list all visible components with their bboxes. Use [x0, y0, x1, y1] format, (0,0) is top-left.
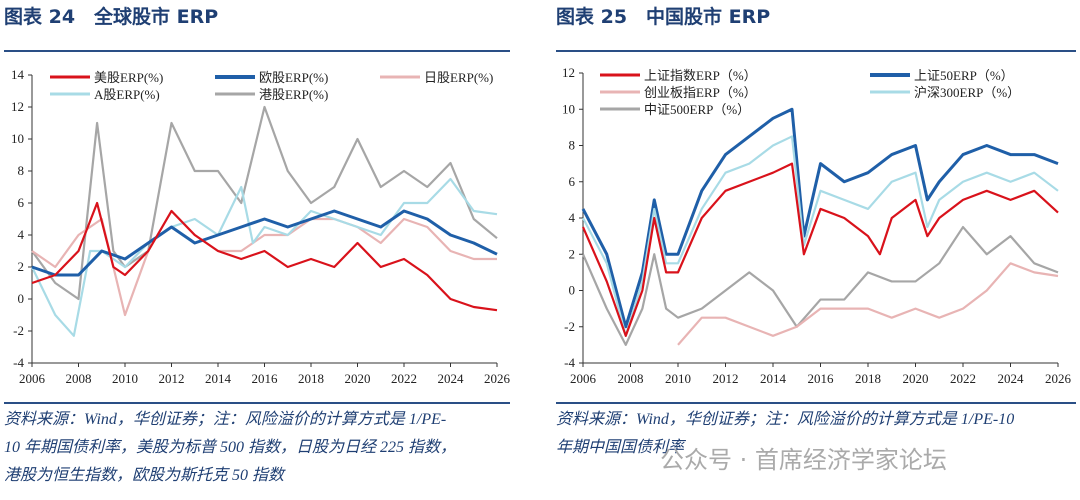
legend-label: 港股ERP(%) — [259, 87, 328, 102]
watermark: 公众号 · 首席经济学家论坛 — [660, 446, 947, 474]
right-chart-title: 图表 25 中国股市 ERP — [556, 6, 771, 28]
y-tick-label: 2 — [569, 246, 576, 261]
left-chart-title: 图表 24 全球股市 ERP — [4, 6, 219, 28]
y-tick-label: 4 — [569, 210, 576, 225]
x-tick-label: 2014 — [760, 371, 787, 386]
y-tick-label: -4 — [564, 355, 575, 370]
y-tick-label: 12 — [11, 99, 24, 114]
y-tick-label: 6 — [569, 174, 576, 189]
x-tick-label: 2026 — [1045, 371, 1072, 386]
series-line — [581, 162, 1059, 337]
legend-label: 沪深300ERP（%） — [914, 85, 1020, 100]
x-tick-label: 2006 — [19, 371, 46, 386]
legend-label: 美股ERP(%) — [94, 70, 163, 85]
right-top-rule — [556, 50, 1076, 52]
y-tick-label: 10 — [562, 101, 575, 116]
x-tick-label: 2008 — [618, 371, 644, 386]
y-tick-label: 2 — [18, 259, 25, 274]
y-tick-label: 6 — [18, 195, 25, 210]
series-line — [581, 225, 1059, 346]
note-line: 10 年期国债利率，美股为标普 500 指数，日股为日经 225 指数， — [4, 439, 457, 456]
x-tick-label: 2020 — [345, 371, 371, 386]
legend-label: 日股ERP(%) — [424, 70, 493, 85]
china-erp-chart: -4 -2 0 2 4 6 8 10 12 2006 2008 2010 2012 2014 2016 201… — [562, 65, 1072, 386]
series-line — [31, 105, 498, 301]
y-tick-label: -2 — [13, 323, 24, 338]
legend-label: 欧股ERP(%) — [259, 70, 328, 85]
legend-label: 中证500ERP（%） — [644, 102, 750, 117]
series-line — [31, 177, 498, 337]
x-tick-label: 2020 — [903, 371, 929, 386]
x-tick-label: 2014 — [205, 371, 232, 386]
x-tick-label: 2016 — [808, 371, 835, 386]
left-bottom-rule — [4, 402, 510, 404]
note-line: 资料来源：Wind，华创证券；注：风险溢价的计算方式是 1/PE- — [4, 411, 447, 428]
y-tick-label: -2 — [564, 319, 575, 334]
y-tick-label: 8 — [569, 138, 576, 153]
y-tick-label: 0 — [18, 291, 25, 306]
right-bottom-rule — [556, 402, 1076, 404]
x-tick-label: 2010 — [112, 371, 138, 386]
note-line: 资料来源：Wind，华创证券；注：风险溢价的计算方式是 1/PE-10 — [556, 411, 1015, 428]
x-tick-label: 2012 — [159, 371, 185, 386]
y-tick-label: 0 — [569, 283, 576, 298]
left-source-note: 资料来源：Wind，华创证券；注：风险溢价的计算方式是 1/PE- 10 年期国… — [4, 406, 456, 490]
x-tick-label: 2022 — [391, 371, 417, 386]
x-tick-label: 2018 — [298, 371, 324, 386]
x-tick-label: 2024 — [998, 371, 1025, 386]
legend-label: 创业板指ERP（%） — [644, 85, 757, 100]
x-tick-label: 2008 — [66, 371, 92, 386]
x-tick-label: 2006 — [570, 371, 597, 386]
note-line: 港股为恒生指数，欧股为斯托克 50 指数 — [4, 467, 285, 484]
x-tick-label: 2012 — [713, 371, 739, 386]
legend-label: 上证指数ERP（%） — [644, 68, 757, 83]
left-top-rule — [4, 50, 510, 52]
y-tick-label: 10 — [11, 131, 24, 146]
x-tick-label: 2022 — [950, 371, 976, 386]
y-tick-label: 12 — [562, 65, 575, 80]
global-erp-chart: -4 -2 0 2 4 6 8 10 12 14 2006 2008 2010 2012 2014 2016 2… — [11, 67, 511, 386]
y-tick-label: 4 — [18, 227, 25, 242]
y-tick-label: 14 — [11, 67, 25, 82]
right-source-note: 资料来源：Wind，华创证券；注：风险溢价的计算方式是 1/PE-10 年期中国… — [556, 406, 1014, 462]
legend-label: A股ERP(%) — [94, 87, 160, 102]
legend-label: 上证50ERP（%） — [914, 68, 1014, 83]
series-line — [31, 201, 498, 312]
x-tick-label: 2018 — [855, 371, 881, 386]
y-tick-label: -4 — [13, 355, 24, 370]
series-line — [582, 135, 1059, 337]
series-line — [677, 262, 1059, 346]
y-tick-label: 8 — [18, 163, 25, 178]
x-tick-label: 2016 — [252, 371, 279, 386]
note-line: 年期中国国债利率 — [556, 439, 685, 456]
x-tick-label: 2010 — [665, 371, 691, 386]
x-tick-label: 2026 — [484, 371, 511, 386]
x-tick-label: 2024 — [438, 371, 465, 386]
